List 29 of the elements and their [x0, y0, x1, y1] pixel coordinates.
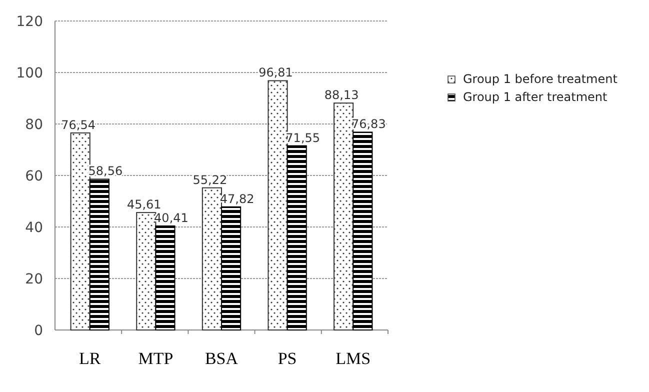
bar	[202, 187, 222, 330]
data-label: 55,22	[192, 172, 228, 187]
y-tick-label: 120	[16, 14, 43, 30]
bar	[221, 206, 242, 330]
bar	[334, 102, 354, 330]
data-label: 45,61	[126, 198, 162, 212]
data-label: 76,54	[61, 118, 96, 132]
y-tick-label: 80	[25, 117, 43, 133]
bar	[155, 225, 176, 330]
bar	[136, 212, 156, 330]
y-tick-label: 0	[34, 323, 43, 339]
x-tick-label: LR	[79, 349, 102, 368]
bar	[352, 132, 373, 330]
x-tick-label: MTP	[138, 349, 174, 368]
data-label: 96,81	[258, 66, 293, 80]
data-label: 88,13	[324, 88, 359, 102]
bar	[89, 178, 110, 330]
y-tick-label: 100	[16, 66, 43, 82]
x-tick-label: PS	[278, 349, 297, 368]
y-tick-label: 40	[25, 220, 43, 236]
x-tick-label: BSA	[204, 349, 239, 368]
bar	[286, 145, 307, 330]
x-tick-label: LMS	[336, 349, 371, 368]
bar	[70, 132, 90, 330]
y-tick-label: 60	[25, 168, 43, 184]
y-tick-label: 20	[25, 272, 43, 288]
legend-label: Group 1 after treatment	[463, 90, 608, 104]
bar	[268, 80, 288, 330]
legend-label: Group 1 before treatment	[463, 72, 618, 86]
